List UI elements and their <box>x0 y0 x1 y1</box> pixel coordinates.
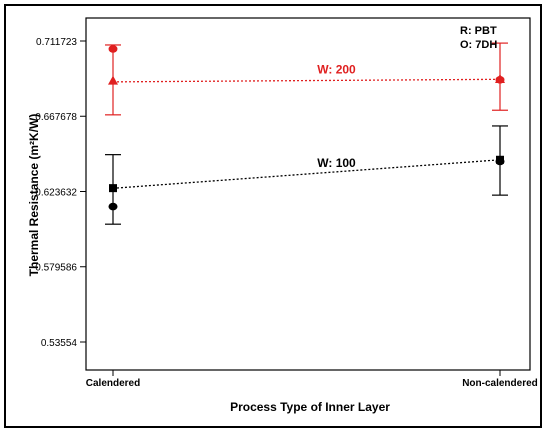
x-axis-label: Process Type of Inner Layer <box>230 400 390 414</box>
series-label: W: 100 <box>317 156 356 170</box>
x-axis-ticks: Calendered Non-calendered <box>86 370 538 389</box>
x-tick-label: Non-calendered <box>462 378 538 389</box>
series-line <box>112 78 501 83</box>
legend-entry: O: 7DH <box>460 39 497 51</box>
series-w-200: W: 200 <box>105 42 508 116</box>
plot-border <box>85 17 531 371</box>
series-line <box>112 159 501 189</box>
y-tick-label: 0.711723 <box>36 37 77 48</box>
y-tick-label: 0.53554 <box>41 338 78 349</box>
y-tick-label: 0.579586 <box>35 263 77 274</box>
y-axis-label: Thermal Resistance (m²K/W) <box>27 114 41 277</box>
square-marker <box>496 155 504 164</box>
series-w-100: W: 100 <box>105 125 508 225</box>
series-label: W: 200 <box>317 63 356 77</box>
circle-marker <box>108 202 118 211</box>
legend-text: R: PBT O: 7DH <box>460 25 497 51</box>
x-tick-label: Calendered <box>86 378 140 389</box>
triangle-marker <box>495 73 505 83</box>
chart-frame <box>4 4 542 428</box>
y-tick-label: 0.667678 <box>35 112 77 123</box>
series-layer: W: 200 W: 100 <box>105 42 508 225</box>
y-axis-ticks: 0.711723 0.667678 0.623632 0.579586 0.53554 <box>35 37 86 349</box>
y-tick-label: 0.623632 <box>35 187 77 198</box>
square-marker <box>109 184 117 193</box>
legend-entry: R: PBT <box>460 25 497 37</box>
triangle-marker <box>108 75 118 85</box>
plot-area <box>85 17 531 371</box>
circle-marker <box>108 45 118 53</box>
